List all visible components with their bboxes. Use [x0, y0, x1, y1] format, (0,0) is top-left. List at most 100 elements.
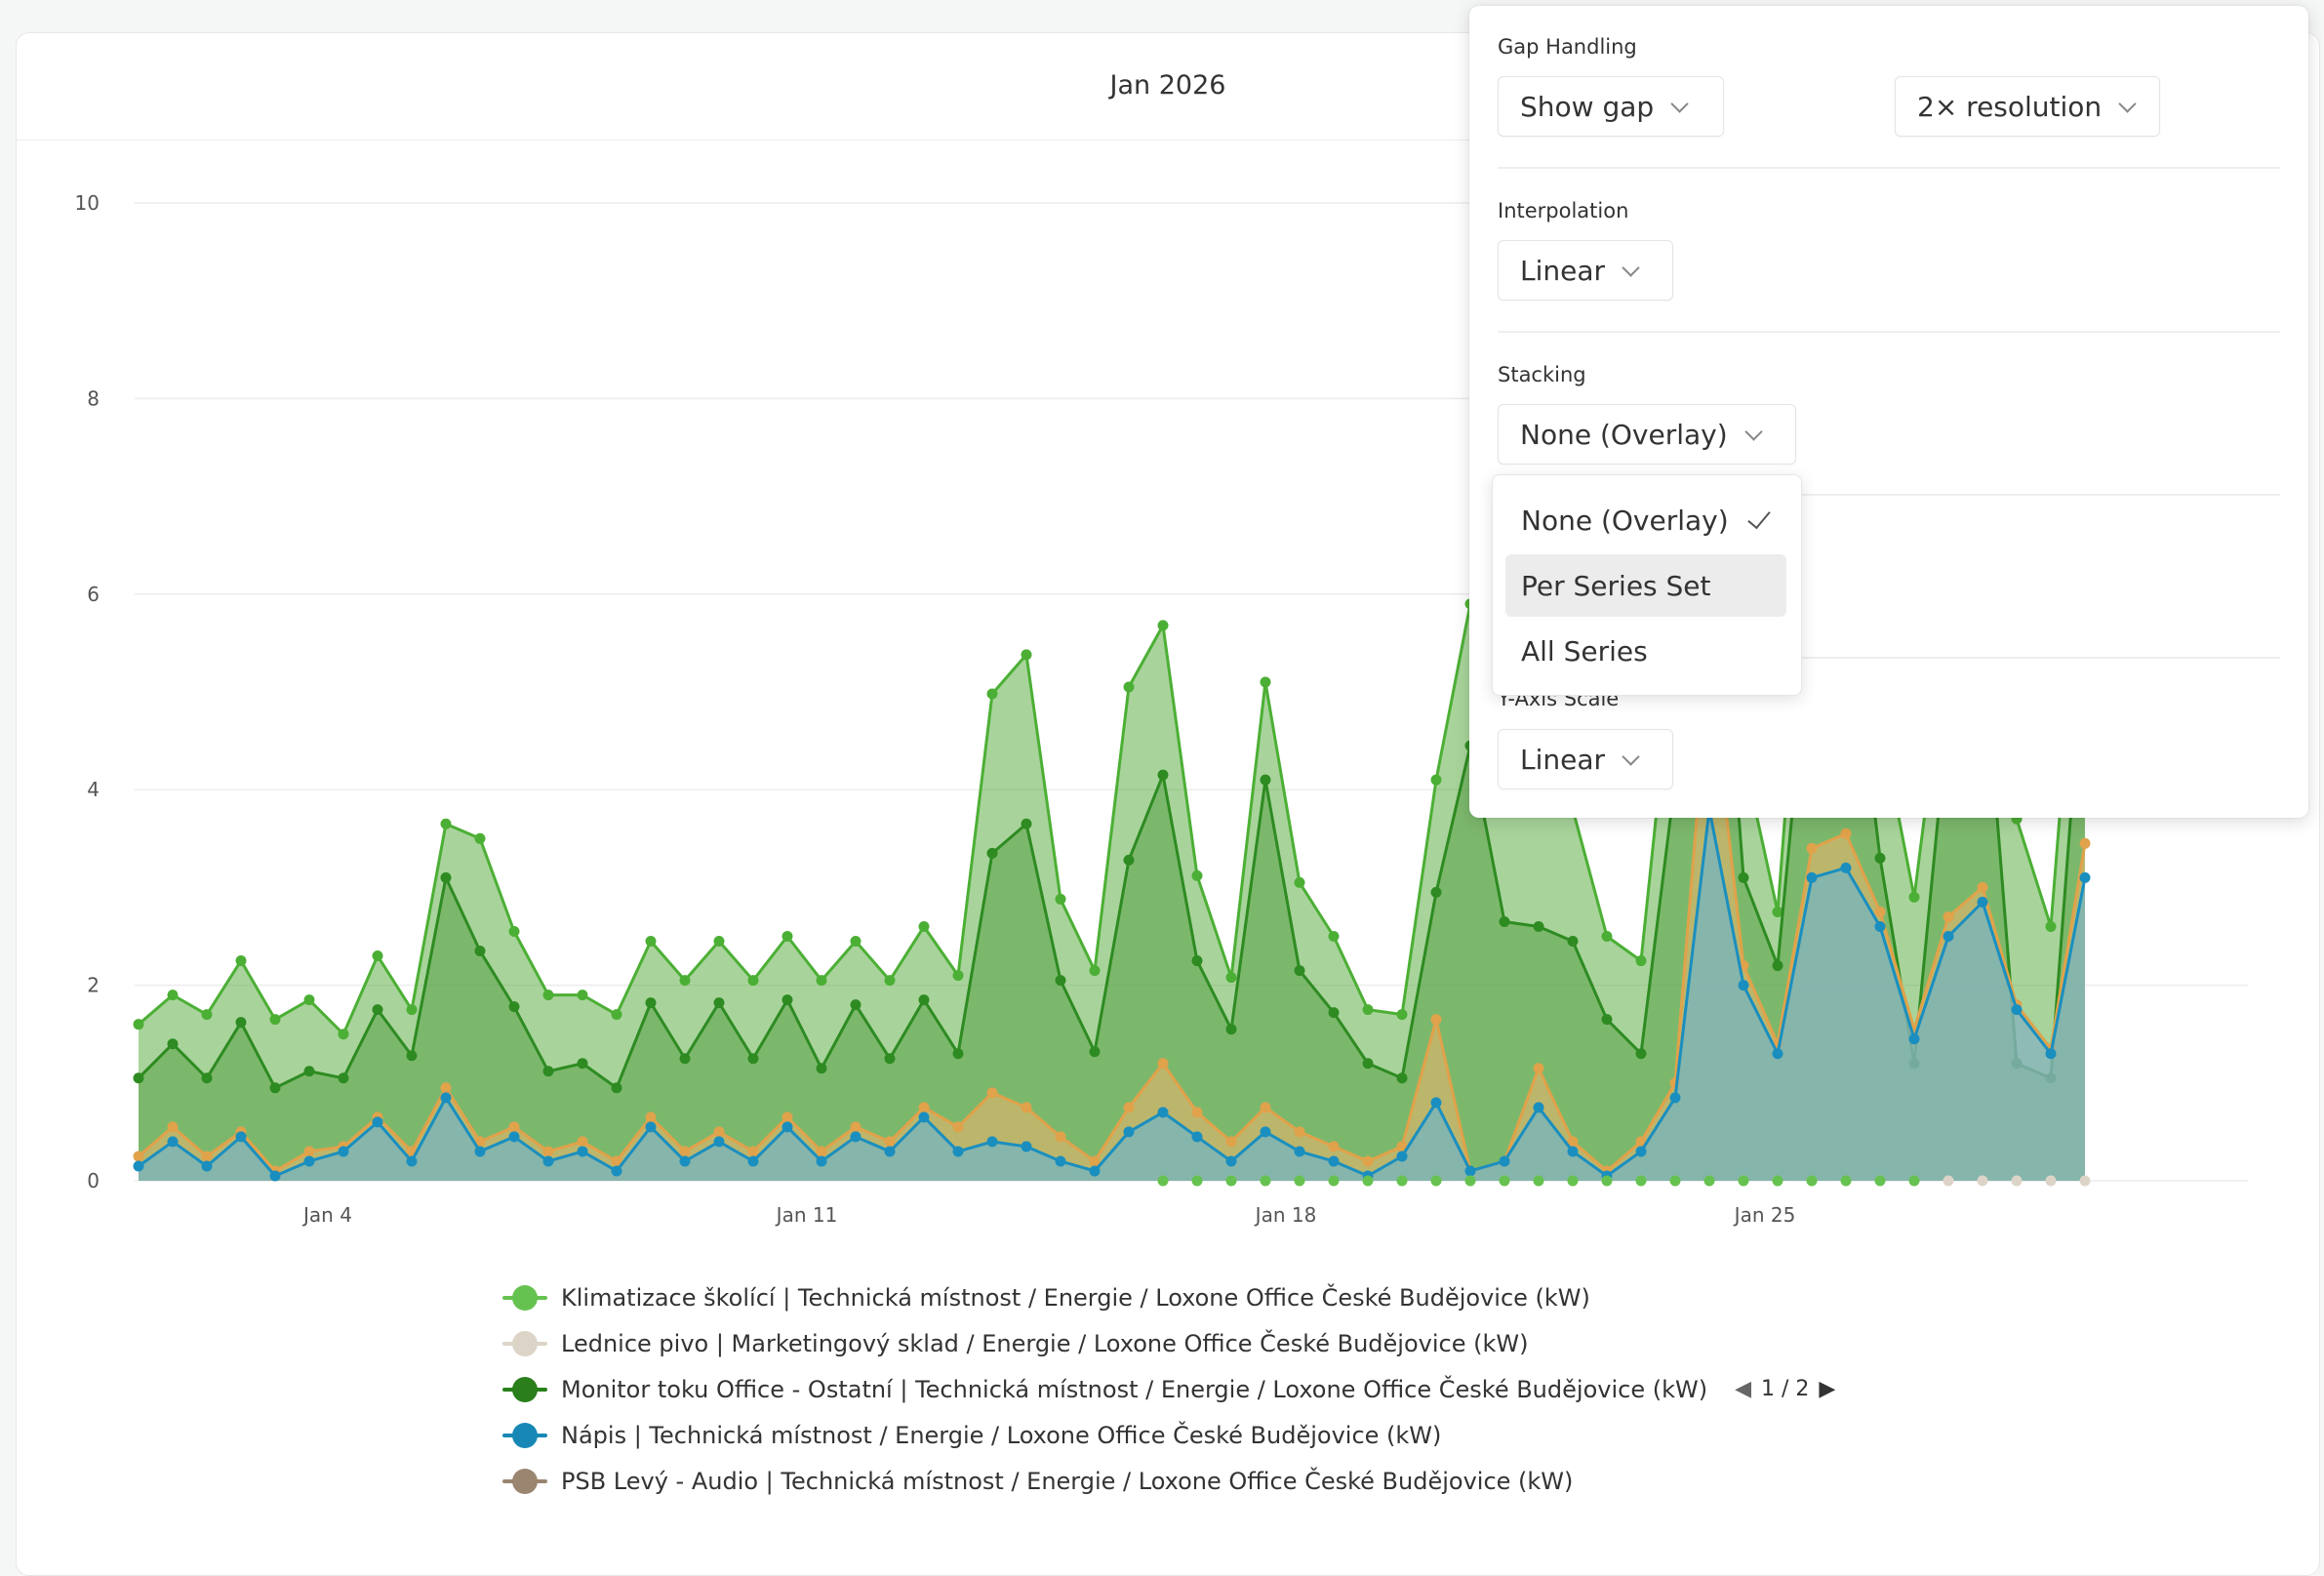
- data-point: [1908, 1175, 1920, 1187]
- data-point: [679, 1146, 691, 1157]
- data-point: [1089, 1165, 1101, 1177]
- data-point: [1294, 1175, 1305, 1187]
- legend-label: PSB Levý - Audio | Technická místnost / …: [561, 1467, 1574, 1495]
- data-point: [508, 1001, 520, 1013]
- data-point: [167, 1121, 179, 1133]
- legend-dot: [512, 1376, 538, 1402]
- legend-item[interactable]: Monitor toku Office - Ostatní | Technick…: [502, 1366, 1868, 1412]
- data-point: [474, 832, 486, 844]
- stacking-select[interactable]: None (Overlay): [1498, 404, 1796, 465]
- data-point: [1294, 1126, 1305, 1138]
- data-point: [1328, 1007, 1340, 1019]
- option-label: All Series: [1521, 634, 1648, 667]
- data-point: [201, 1160, 213, 1172]
- data-point: [952, 970, 964, 982]
- chart-header: [17, 33, 1476, 141]
- data-point: [1499, 915, 1510, 927]
- data-point: [816, 1155, 827, 1167]
- stacking-option-all-series[interactable]: All Series: [1505, 620, 1786, 682]
- legend-label: Lednice pivo | Marketingový sklad / Ener…: [561, 1329, 1529, 1357]
- data-point: [269, 1170, 281, 1182]
- data-point: [2045, 1048, 2057, 1060]
- legend: Klimatizace školící | Technická místnost…: [502, 1274, 1868, 1504]
- y-axis-scale-select[interactable]: Linear: [1498, 729, 1673, 789]
- data-point: [1225, 1155, 1237, 1167]
- data-point: [1840, 828, 1852, 839]
- series-line: [138, 264, 2087, 1036]
- data-point: [918, 1111, 930, 1123]
- data-point: [1738, 871, 1749, 883]
- option-label: Per Series Set: [1521, 569, 1711, 602]
- data-point: [952, 1121, 964, 1133]
- data-point: [542, 990, 554, 1001]
- data-point: [235, 955, 247, 967]
- data-point: [679, 1155, 691, 1167]
- data-point: [816, 1146, 827, 1157]
- option-label: None (Overlay): [1521, 504, 1729, 537]
- data-point: [1328, 1141, 1340, 1152]
- data-point: [1191, 1107, 1203, 1118]
- chart-title: Jan 2026: [1109, 70, 1226, 101]
- data-point: [1191, 1175, 1203, 1187]
- data-point: [1533, 920, 1544, 932]
- next-page-icon[interactable]: ▶: [1819, 1377, 1836, 1401]
- data-point: [1806, 842, 1818, 854]
- chevron-down-icon: [1622, 747, 1640, 766]
- data-point: [1908, 891, 1920, 903]
- data-point: [1225, 1136, 1237, 1148]
- data-point: [577, 990, 588, 1001]
- data-point: [269, 1014, 281, 1026]
- data-point: [1874, 906, 1886, 917]
- stacking-option-per-series-set[interactable]: Per Series Set: [1505, 554, 1786, 617]
- resolution-select[interactable]: 2× resolution: [1895, 76, 2160, 137]
- chart-plot: 0 2 4 6 8 10 Jan 4 Jan 11 Jan 18 Jan 25: [75, 191, 2248, 1227]
- data-point: [269, 1082, 281, 1094]
- data-point: [611, 1009, 622, 1021]
- legend-dot: [512, 1330, 538, 1356]
- stacking-label: Stacking: [1498, 363, 1586, 386]
- data-point: [713, 997, 725, 1009]
- data-point: [1840, 1175, 1852, 1187]
- data-point: [986, 1136, 998, 1148]
- gap-handling-select[interactable]: Show gap: [1498, 76, 1724, 137]
- series-line: [138, 807, 2087, 1178]
- data-point: [1874, 852, 1886, 864]
- stacking-dropdown-menu: None (Overlay) Per Series Set All Series: [1492, 474, 1802, 696]
- stacking-option-overlay[interactable]: None (Overlay): [1505, 489, 1786, 551]
- stacking-value: None (Overlay): [1520, 418, 1728, 451]
- x-tick-label: Jan 4: [301, 1203, 352, 1227]
- data-point: [1396, 1009, 1408, 1021]
- data-point: [1157, 769, 1169, 781]
- data-point: [850, 936, 861, 948]
- y-tick-label: 2: [87, 974, 100, 997]
- data-point: [1157, 620, 1169, 631]
- data-point: [645, 1121, 657, 1133]
- legend-label: Monitor toku Office - Ostatní | Technick…: [561, 1375, 1708, 1403]
- data-point: [1840, 862, 1852, 873]
- data-point: [1362, 1004, 1374, 1016]
- data-point: [1635, 1048, 1647, 1060]
- legend-item[interactable]: Lednice pivo | Marketingový sklad / Ener…: [502, 1320, 1868, 1366]
- legend-item[interactable]: Nápis | Technická místnost / Energie / L…: [502, 1412, 1868, 1458]
- chevron-down-icon: [1743, 422, 1763, 441]
- data-point: [884, 1136, 896, 1148]
- data-point: [1260, 1126, 1271, 1138]
- data-point: [1601, 931, 1613, 942]
- data-point: [611, 1082, 622, 1094]
- data-point: [303, 994, 315, 1006]
- data-point: [1430, 1014, 1442, 1026]
- data-point: [1533, 1175, 1544, 1187]
- data-point: [1157, 1107, 1169, 1118]
- legend-item[interactable]: Klimatizace školící | Technická místnost…: [502, 1274, 1868, 1320]
- data-point: [338, 1029, 349, 1040]
- y-tick-label: 4: [87, 778, 100, 801]
- data-point: [338, 1146, 349, 1157]
- interpolation-select[interactable]: Linear: [1498, 240, 1673, 301]
- data-point: [406, 1050, 418, 1062]
- data-point: [1089, 1155, 1101, 1167]
- legend-item[interactable]: PSB Levý - Audio | Technická místnost / …: [502, 1458, 1868, 1504]
- previous-page-icon[interactable]: ◀: [1735, 1377, 1751, 1401]
- data-point: [2079, 837, 2091, 849]
- data-point: [1055, 975, 1066, 987]
- data-point: [1601, 1014, 1613, 1026]
